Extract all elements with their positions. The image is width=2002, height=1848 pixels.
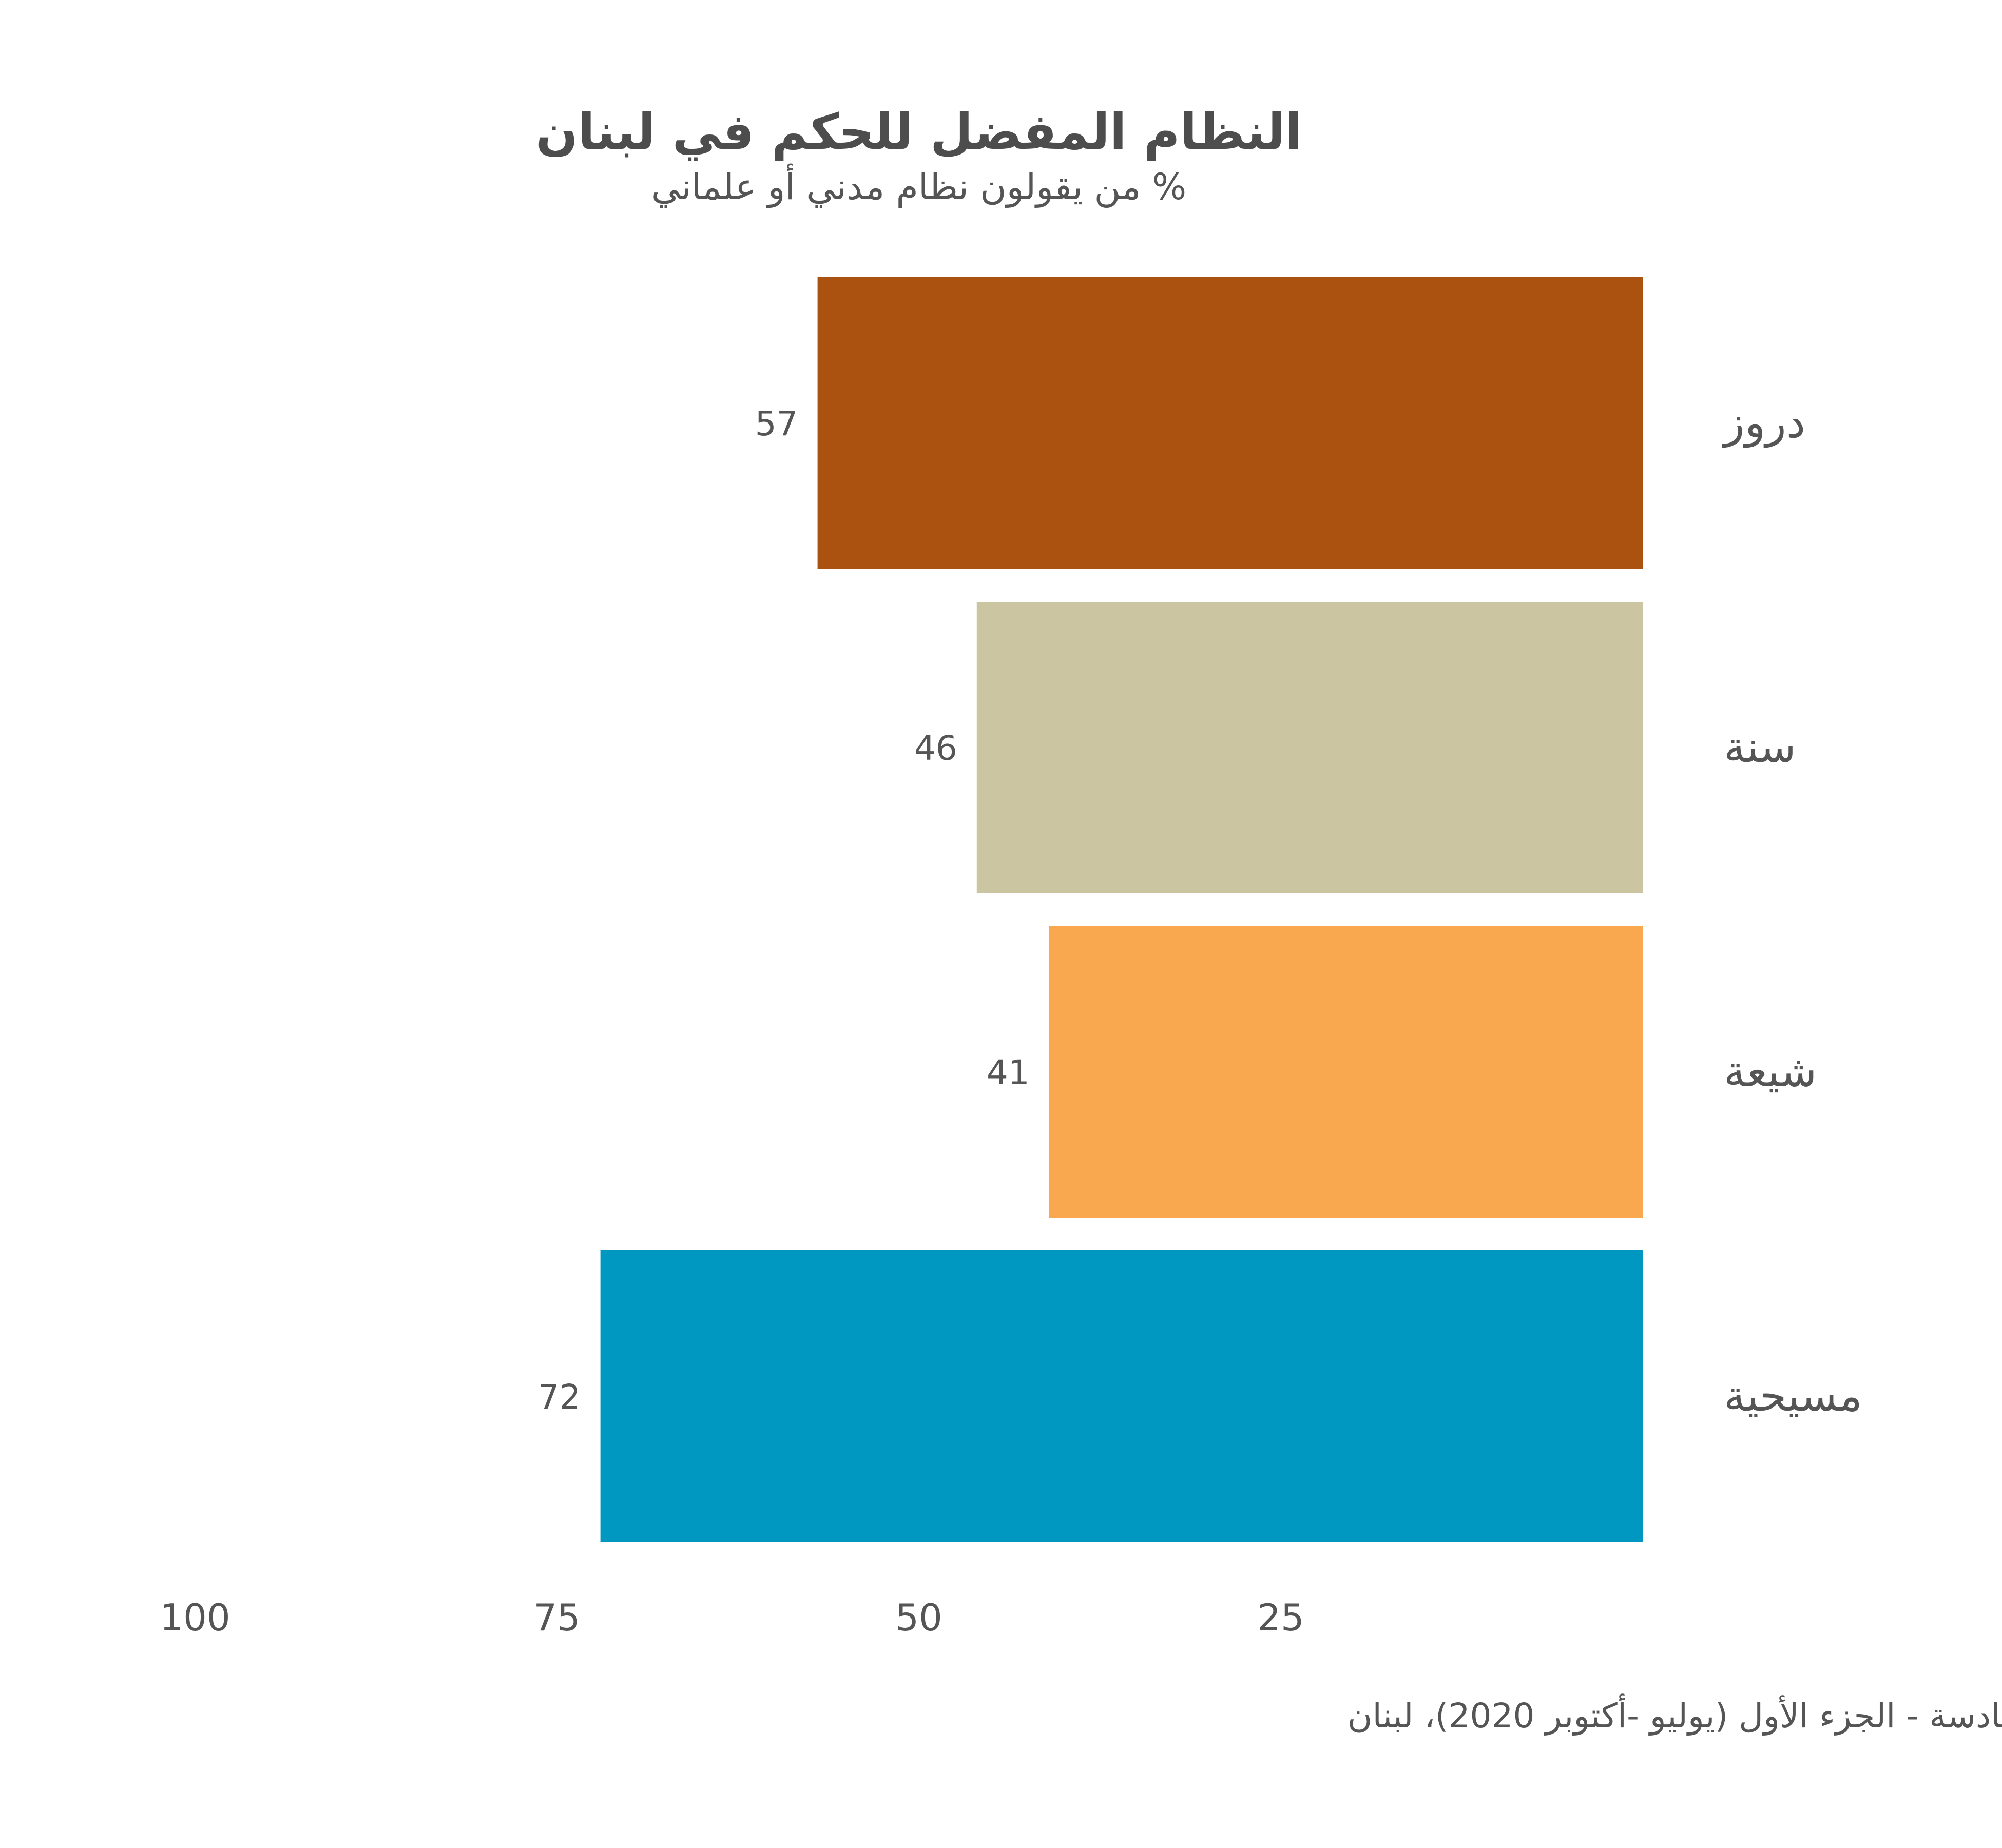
category-label-1: دروز bbox=[1722, 397, 1805, 448]
category-label-4: مسيحية bbox=[1724, 1371, 1862, 1421]
bar-value-label-3: 41 bbox=[987, 1053, 1030, 1092]
bar-value-label-1: 57 bbox=[755, 404, 798, 444]
x-axis-ticks: 100 75 50 25 bbox=[160, 1596, 1304, 1639]
bar-3 bbox=[1049, 926, 1643, 1218]
category-label-3: شيعة bbox=[1724, 1046, 1817, 1096]
x-tick-label-50: 50 bbox=[895, 1596, 942, 1639]
source-caption: الباروميتر العربي، الدورة السادسة - الجز… bbox=[1348, 1693, 2002, 1736]
bar-value-label-2: 46 bbox=[914, 728, 957, 768]
bar-4 bbox=[600, 1250, 1643, 1542]
chart-title: النظام المفضل للحكم في لبنان bbox=[536, 103, 1302, 161]
x-tick-label-25: 25 bbox=[1257, 1596, 1304, 1639]
bar-1 bbox=[817, 277, 1643, 569]
x-tick-label-100: 100 bbox=[160, 1596, 230, 1639]
bars-group: 57 دروز 46 سنة 41 شيعة 72 مسيحية bbox=[538, 277, 1862, 1542]
bar-2 bbox=[976, 602, 1643, 893]
chart-subtitle: % من يقولون نظام مدني أو علماني bbox=[651, 163, 1186, 208]
category-label-2: سنة bbox=[1724, 722, 1796, 772]
bar-value-label-4: 72 bbox=[538, 1377, 581, 1417]
x-tick-label-75: 75 bbox=[533, 1596, 581, 1639]
